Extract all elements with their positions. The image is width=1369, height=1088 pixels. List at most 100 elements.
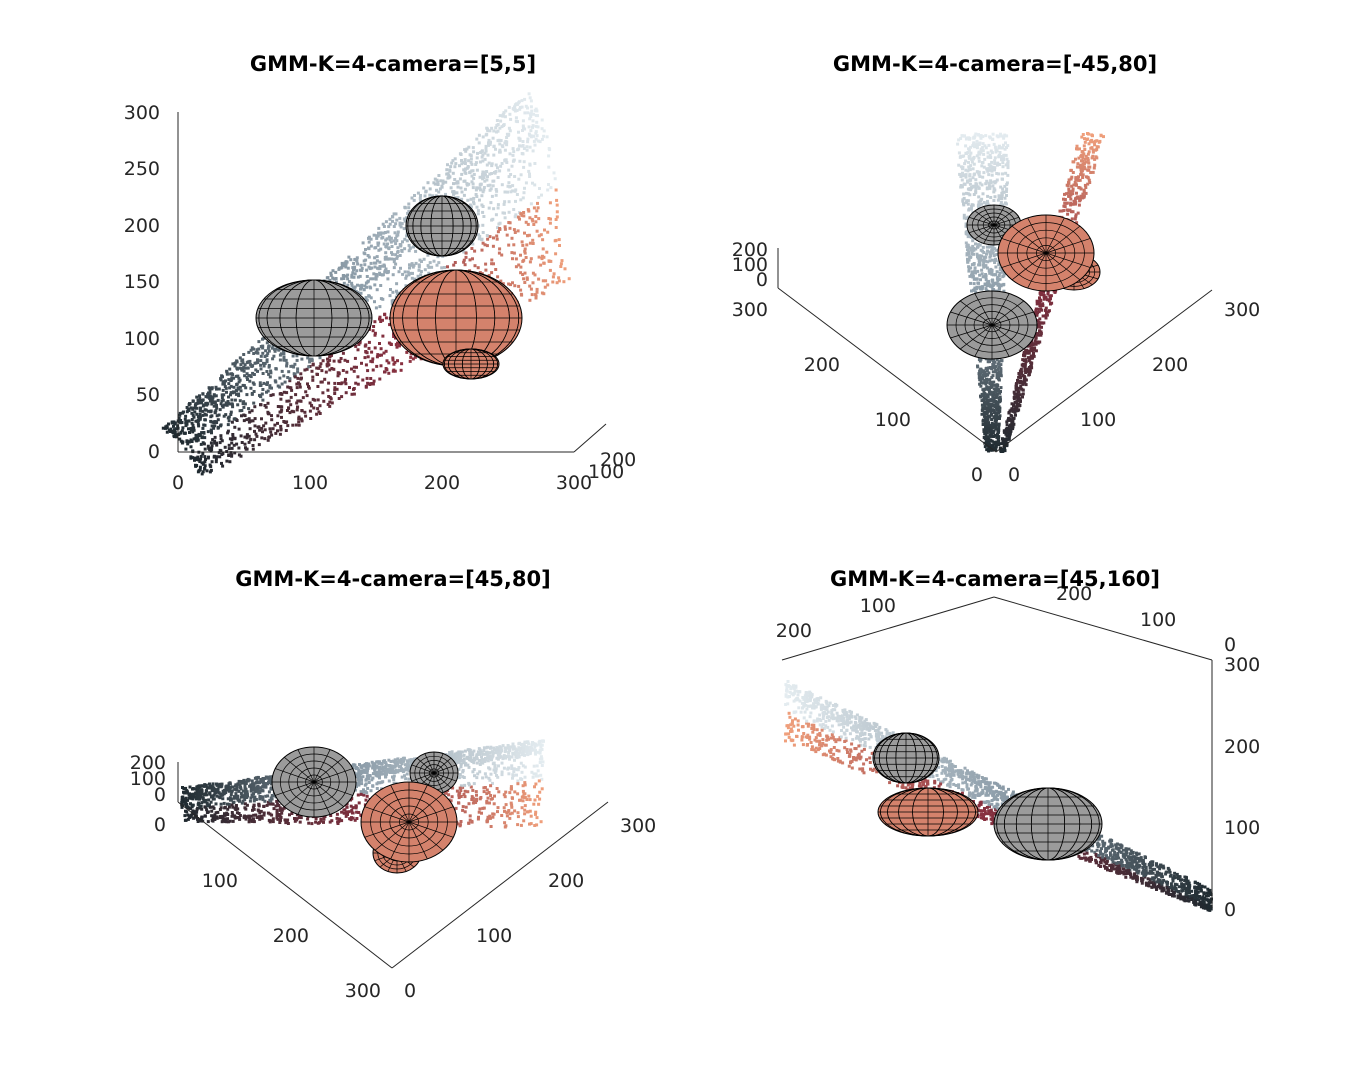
panel-1-point [256,369,259,373]
panel-1-point [259,367,263,371]
panel-1-point [375,364,379,368]
panel-1-point [310,369,314,373]
panel-1-point [519,253,522,257]
panel-1-point [344,265,348,269]
panel-1-point [316,385,320,388]
panel-1-point [409,352,413,356]
panel-1-point [242,405,246,409]
panel-1-point [327,381,331,385]
panel-1-point [213,435,217,439]
panel-1-point [376,241,380,245]
panel-1-point [265,370,269,373]
panel-1-point [365,351,369,355]
panel-1-point [521,140,525,143]
panel-1-point [460,190,464,194]
panel-1-point [229,410,233,414]
panel-1-point [522,126,525,130]
panel-1-point [474,193,478,196]
panel-1-point [495,123,499,127]
panel-1-point [291,423,295,427]
panel-1-point [378,317,381,321]
panel-1-point [350,392,354,396]
panel-1-point [248,379,252,383]
panel-1-point [518,144,521,148]
panel-1-point [456,185,460,189]
panel-1-point [465,166,469,170]
panel-1-point [256,361,260,364]
panel-1-point [518,159,522,163]
panel-1-point [462,193,466,197]
panel-1-point [208,399,212,403]
panel-1-point [529,257,533,261]
panel-1-point [375,355,379,359]
panel-1-point [233,425,237,429]
panel-1-point [333,392,337,395]
panel-1-point [178,411,182,415]
panel-1-point [198,465,202,469]
panel-1-point [534,131,538,135]
panel-1-point [379,364,383,368]
panel-1-point [419,194,422,197]
panel-1-point [399,244,403,248]
panel-1-point [535,120,539,124]
panel-1-point [366,254,370,257]
panel-1-point [263,437,267,441]
panel-1-point [530,109,534,113]
panel-1-point [225,459,229,463]
panel-1-point [261,344,265,348]
panel-1-point [212,454,216,458]
panel-1-point [270,433,274,437]
panel-1-point [487,274,491,278]
panel-1-point [384,245,388,249]
panel-1-point [346,277,350,281]
panel-1-point [278,358,282,362]
panel-1-point [483,157,487,161]
panel-1-point [521,152,525,156]
panel-1-point [242,413,246,417]
panel-1-point [474,161,478,165]
panel-1-point [384,251,388,255]
panel-1-point [279,397,283,401]
panel-1-point [295,386,299,390]
panel-1-point [289,386,293,390]
panel-1-point [232,376,236,380]
panel-1-point [538,140,542,144]
panel-1-point [395,218,399,222]
panel-1-point [240,414,243,418]
panel-1-point [337,382,340,385]
panel-1-point [394,236,398,240]
panel-1-point [492,153,496,157]
panel-1-point [370,266,374,270]
panel-1-point [296,367,300,371]
panel-1-point [290,388,294,392]
panel-1-point [522,160,526,164]
panel-1-point [512,150,516,154]
panel-1-point [511,257,514,261]
panel-1-point [499,279,503,283]
panel-1-point [288,411,292,415]
panel-1-point [527,233,531,237]
panel-1-point [500,253,504,257]
panel-1-point [475,137,479,141]
panel-1-point [523,281,527,284]
panel-1-point [231,362,235,366]
panel-1-point [322,399,326,403]
panel-1-point [227,415,231,419]
panel-1-point [386,242,389,246]
panel-1-point [191,413,195,417]
panel-1-point [224,401,228,405]
panel-1-point [506,134,510,137]
panel-1-point [358,284,362,288]
panel-1-point [511,281,514,285]
panel-1-point [475,205,479,209]
panel-1-point [382,351,386,355]
panel-1-point [411,357,415,361]
panel-1-point [417,265,421,269]
panel-1-point [204,401,208,405]
panel-1-point [172,424,175,428]
panel-1-point [203,460,207,464]
panel-1-point [219,437,223,441]
panel-1-point [479,182,483,186]
panel-1-point [331,276,335,280]
panel-1-point [186,442,190,446]
